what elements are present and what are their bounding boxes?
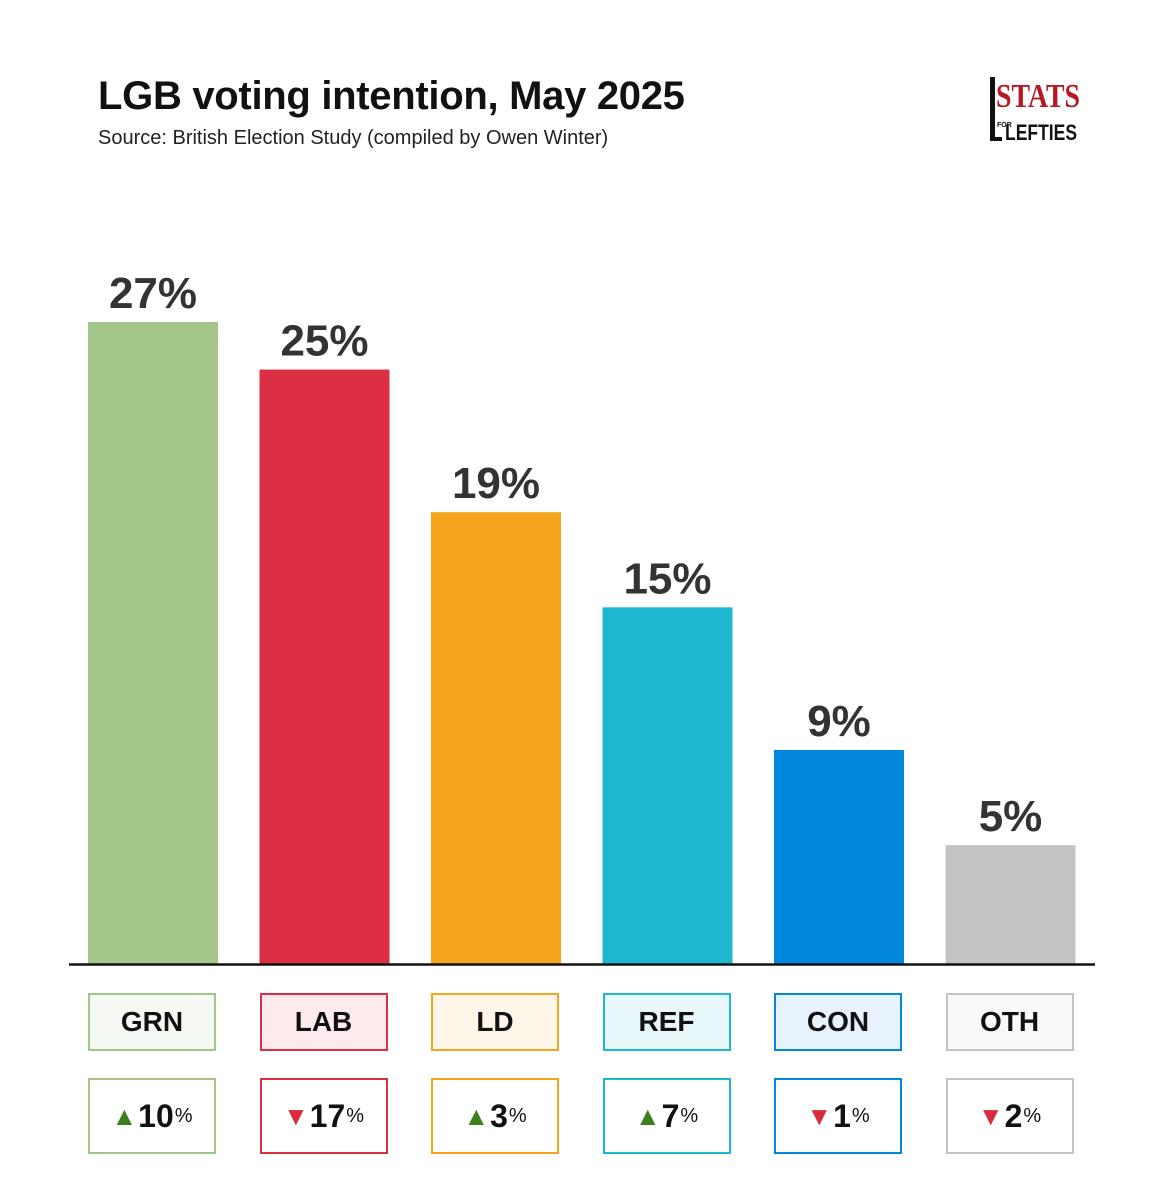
up-arrow-icon: ▲	[463, 1100, 490, 1131]
up-arrow-icon: ▲	[634, 1100, 661, 1131]
stats-for-lefties-logo: STATS FOR LEFTIES	[990, 77, 1080, 143]
change-lab: ▼ 17%	[259, 1078, 388, 1154]
change-value: 7	[661, 1097, 680, 1134]
change-unit: %	[1023, 1104, 1042, 1127]
change-ref: ▲ 7%	[602, 1078, 731, 1154]
data-label-ref: 15%	[623, 554, 711, 603]
category-label-grn: GRN	[88, 993, 216, 1051]
data-label-con: 9%	[807, 697, 871, 746]
change-oth: ▼ 2%	[945, 1078, 1074, 1154]
up-arrow-icon: ▲	[111, 1100, 138, 1131]
change-value: 17	[309, 1097, 346, 1134]
bar-ld	[431, 512, 561, 964]
category-label-ref: REF	[602, 993, 731, 1051]
bar-lab	[259, 369, 390, 964]
data-label-ld: 19%	[452, 459, 540, 508]
change-unit: %	[174, 1104, 193, 1127]
change-value: 1	[833, 1097, 851, 1134]
down-arrow-icon: ▼	[282, 1100, 309, 1131]
change-value: 3	[490, 1097, 508, 1134]
data-label-oth: 5%	[979, 792, 1043, 841]
change-value: 2	[1004, 1097, 1023, 1134]
logo-for: FOR	[997, 122, 1012, 129]
change-grn: ▲ 10%	[88, 1078, 216, 1154]
change-unit: %	[346, 1104, 365, 1127]
down-arrow-icon: ▼	[977, 1100, 1004, 1131]
category-label-con: CON	[774, 993, 902, 1051]
change-value: 10	[138, 1097, 174, 1134]
bar-ref	[602, 607, 733, 964]
data-label-grn: 27%	[109, 269, 197, 318]
change-unit: %	[680, 1104, 699, 1127]
data-label-lab: 25%	[280, 317, 368, 366]
bar-con	[774, 750, 904, 964]
category-label-oth: OTH	[945, 993, 1074, 1051]
category-label-ld: LD	[431, 993, 559, 1051]
change-unit: %	[508, 1104, 527, 1127]
change-con: ▼ 1%	[774, 1078, 902, 1154]
down-arrow-icon: ▼	[806, 1100, 833, 1131]
bar-grn	[88, 322, 218, 964]
bar-oth	[945, 845, 1076, 964]
chart-subtitle: Source: British Election Study (compiled…	[98, 127, 609, 149]
change-unit: %	[851, 1104, 870, 1127]
chart-title: LGB voting intention, May 2025	[98, 74, 685, 118]
category-label-lab: LAB	[259, 993, 388, 1051]
logo-lefties: LEFTIES	[1005, 120, 1077, 143]
change-ld: ▲ 3%	[431, 1078, 559, 1154]
logo-stats: STATS	[996, 78, 1080, 115]
